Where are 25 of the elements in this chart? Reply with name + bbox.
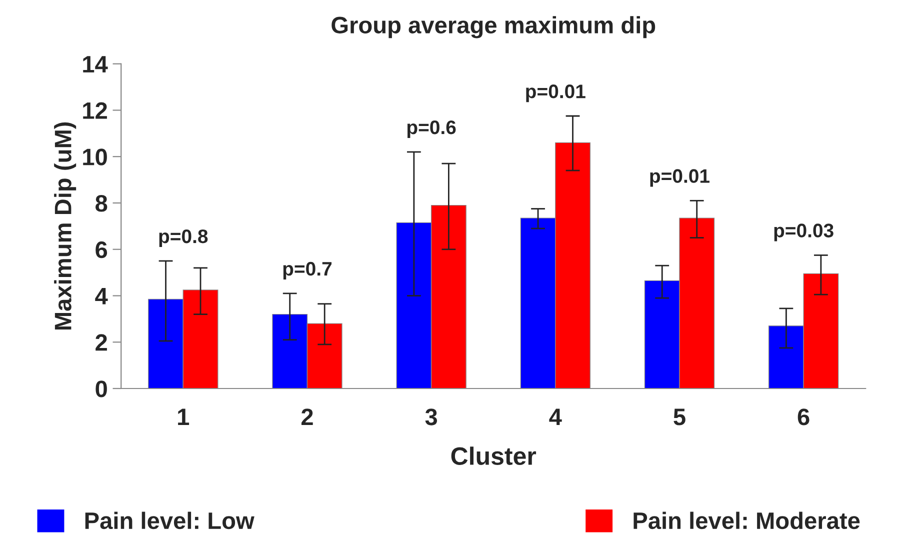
y-tick-label: 6 xyxy=(96,241,108,258)
chart-title: Group average maximum dip xyxy=(332,16,656,38)
x-tick-label: 6 xyxy=(798,408,810,426)
annotation: p=0.8 xyxy=(159,229,208,248)
y-axis-title: Maximum Dip (uM) xyxy=(54,122,76,330)
y-tick-label: 0 xyxy=(96,380,107,398)
x-axis-title: Cluster xyxy=(451,446,536,465)
y-tick-label: 2 xyxy=(96,334,107,351)
legend-label: Pain level: Low xyxy=(85,512,254,530)
y-tick-label: 14 xyxy=(83,56,108,72)
y-tick-label: 8 xyxy=(96,195,108,212)
y-tick-label: 4 xyxy=(95,288,108,304)
x-tick-label: 1 xyxy=(178,408,190,426)
annotation: p=0.01 xyxy=(650,169,710,187)
x-tick-label: 3 xyxy=(425,408,438,426)
annotation: p=0.7 xyxy=(283,262,332,280)
y-tick-label: 10 xyxy=(83,148,107,166)
annotation: p=0.01 xyxy=(526,84,586,102)
y-tick-label: 12 xyxy=(83,102,107,119)
x-tick-label: 2 xyxy=(301,408,313,426)
annotation: p=0.03 xyxy=(774,224,834,242)
legend-label: Pain level: Moderate xyxy=(634,512,860,530)
annotation: p=0.6 xyxy=(407,120,456,138)
x-tick-label: 4 xyxy=(549,408,562,426)
x-tick-label: 5 xyxy=(674,408,686,426)
